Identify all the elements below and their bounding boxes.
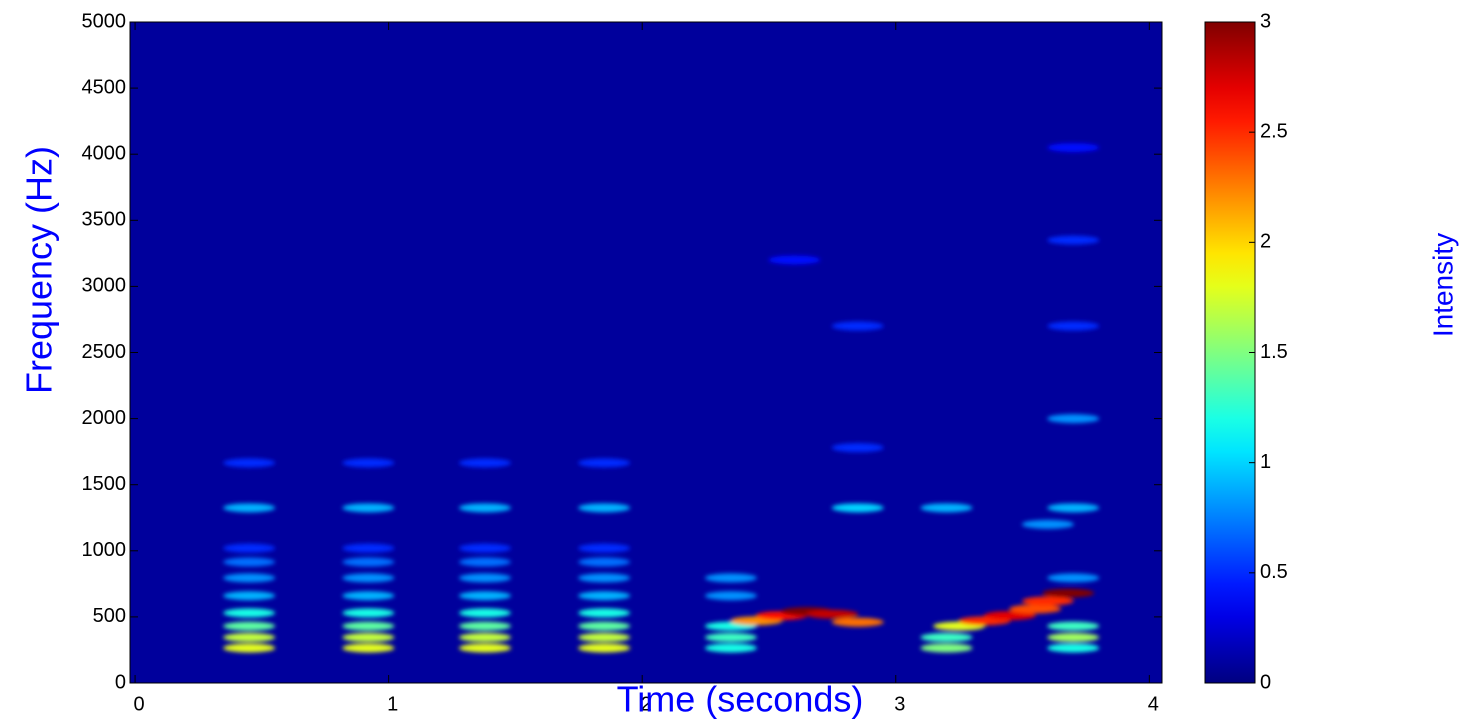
y-tick-label: 1000 [82,539,127,561]
spectral-streak [578,573,631,583]
spectral-streak [1047,573,1100,583]
spectral-streak [1021,519,1074,529]
spectral-streak [1047,143,1100,153]
spectral-streak [223,458,276,468]
spectral-streak [342,458,395,468]
spectral-streak [578,591,631,601]
spectral-streak [223,632,276,642]
spectral-streak [458,543,511,553]
spectral-streak [342,573,395,583]
spectral-streak [342,543,395,553]
spectral-streak [223,643,276,653]
spectral-streak [458,643,511,653]
spectral-streak [806,609,859,619]
spectral-streak [458,458,511,468]
colorbar-tick-label: 2 [1260,231,1271,253]
x-axis-label: Time (seconds) [617,679,864,720]
spectral-streak [1047,503,1100,513]
spectral-streak [458,573,511,583]
spectral-streak [1021,596,1074,606]
y-tick-label: 500 [93,605,126,627]
spectral-streak [342,621,395,631]
spectral-streak [1047,414,1100,424]
colorbar-label: Intensity [1427,233,1458,337]
spectral-streak [223,557,276,567]
colorbar-tick-label: 2.5 [1260,120,1288,142]
spectral-streak [342,557,395,567]
y-tick-label: 2500 [82,341,127,363]
spectral-streak [342,632,395,642]
y-axis-label: Frequency (Hz) [19,146,60,394]
spectral-streak [1047,632,1100,642]
spectral-streak [1047,621,1100,631]
spectral-streak [578,632,631,642]
spectral-streak [704,573,757,583]
spectrogram [223,143,1100,653]
spectral-streak [458,621,511,631]
axes: 0 1 2 3 4 0 500 1000 1500 2000 2500 3000 3500 4000 450… [82,10,1288,715]
y-tick-label: 1500 [82,473,127,495]
y-tick-label: 4500 [82,76,127,98]
spectral-streak [831,503,884,513]
y-tick-label: 3000 [82,275,127,297]
y-tick-label: 5000 [82,10,127,32]
spectral-streak [578,557,631,567]
spectral-streak [342,503,395,513]
spectral-streak [704,643,757,653]
spectral-streak [920,503,973,513]
spectral-streak [831,321,884,331]
plot-area [130,22,1162,683]
spectral-streak [1042,588,1095,598]
spectral-streak [768,255,821,265]
spectral-streak [1047,235,1100,245]
colorbar-tick-label: 1 [1260,451,1271,473]
spectral-streak [920,643,973,653]
spectral-streak [831,443,884,453]
spectral-streak [578,543,631,553]
spectral-streak [223,621,276,631]
spectral-streak [831,617,884,627]
x-tick-label: 2 [641,693,652,715]
spectral-streak [1047,321,1100,331]
spectral-streak [223,573,276,583]
colorbar-tick-label: 1.5 [1260,341,1288,363]
colorbar [1204,21,1256,684]
spectral-streak [223,543,276,553]
spectral-streak [578,621,631,631]
x-tick-label: 0 [134,693,145,715]
spectral-streak [920,632,973,642]
spectral-streak [458,632,511,642]
spectral-streak [704,632,757,642]
spectral-streak [223,503,276,513]
spectral-streak [983,611,1036,621]
spectral-streak [458,503,511,513]
spectral-streak [578,643,631,653]
spectral-streak [578,608,631,618]
spectral-streak [342,643,395,653]
colorbar-tick-label: 0 [1260,671,1271,693]
colorbar-tick-label: 0.5 [1260,561,1288,583]
spectral-streak [342,591,395,601]
y-tick-label: 0 [115,671,126,693]
spectral-streak [223,591,276,601]
spectral-streak [578,458,631,468]
x-tick-label: 4 [1148,693,1159,715]
x-tick-label: 1 [387,693,398,715]
y-tick-label: 3500 [82,209,127,231]
colorbar-tick-label: 3 [1260,10,1271,32]
spectral-streak [342,608,395,618]
spectral-streak [458,591,511,601]
spectral-streak [458,557,511,567]
y-tick-label: 2000 [82,407,127,429]
spectral-streak [1047,643,1100,653]
spectral-streak [1009,604,1062,614]
spectral-streak [458,608,511,618]
spectral-streak [704,591,757,601]
x-tick-label: 3 [894,693,905,715]
spectral-streak [223,608,276,618]
y-tick-label: 4000 [82,142,127,164]
spectral-streak [578,503,631,513]
